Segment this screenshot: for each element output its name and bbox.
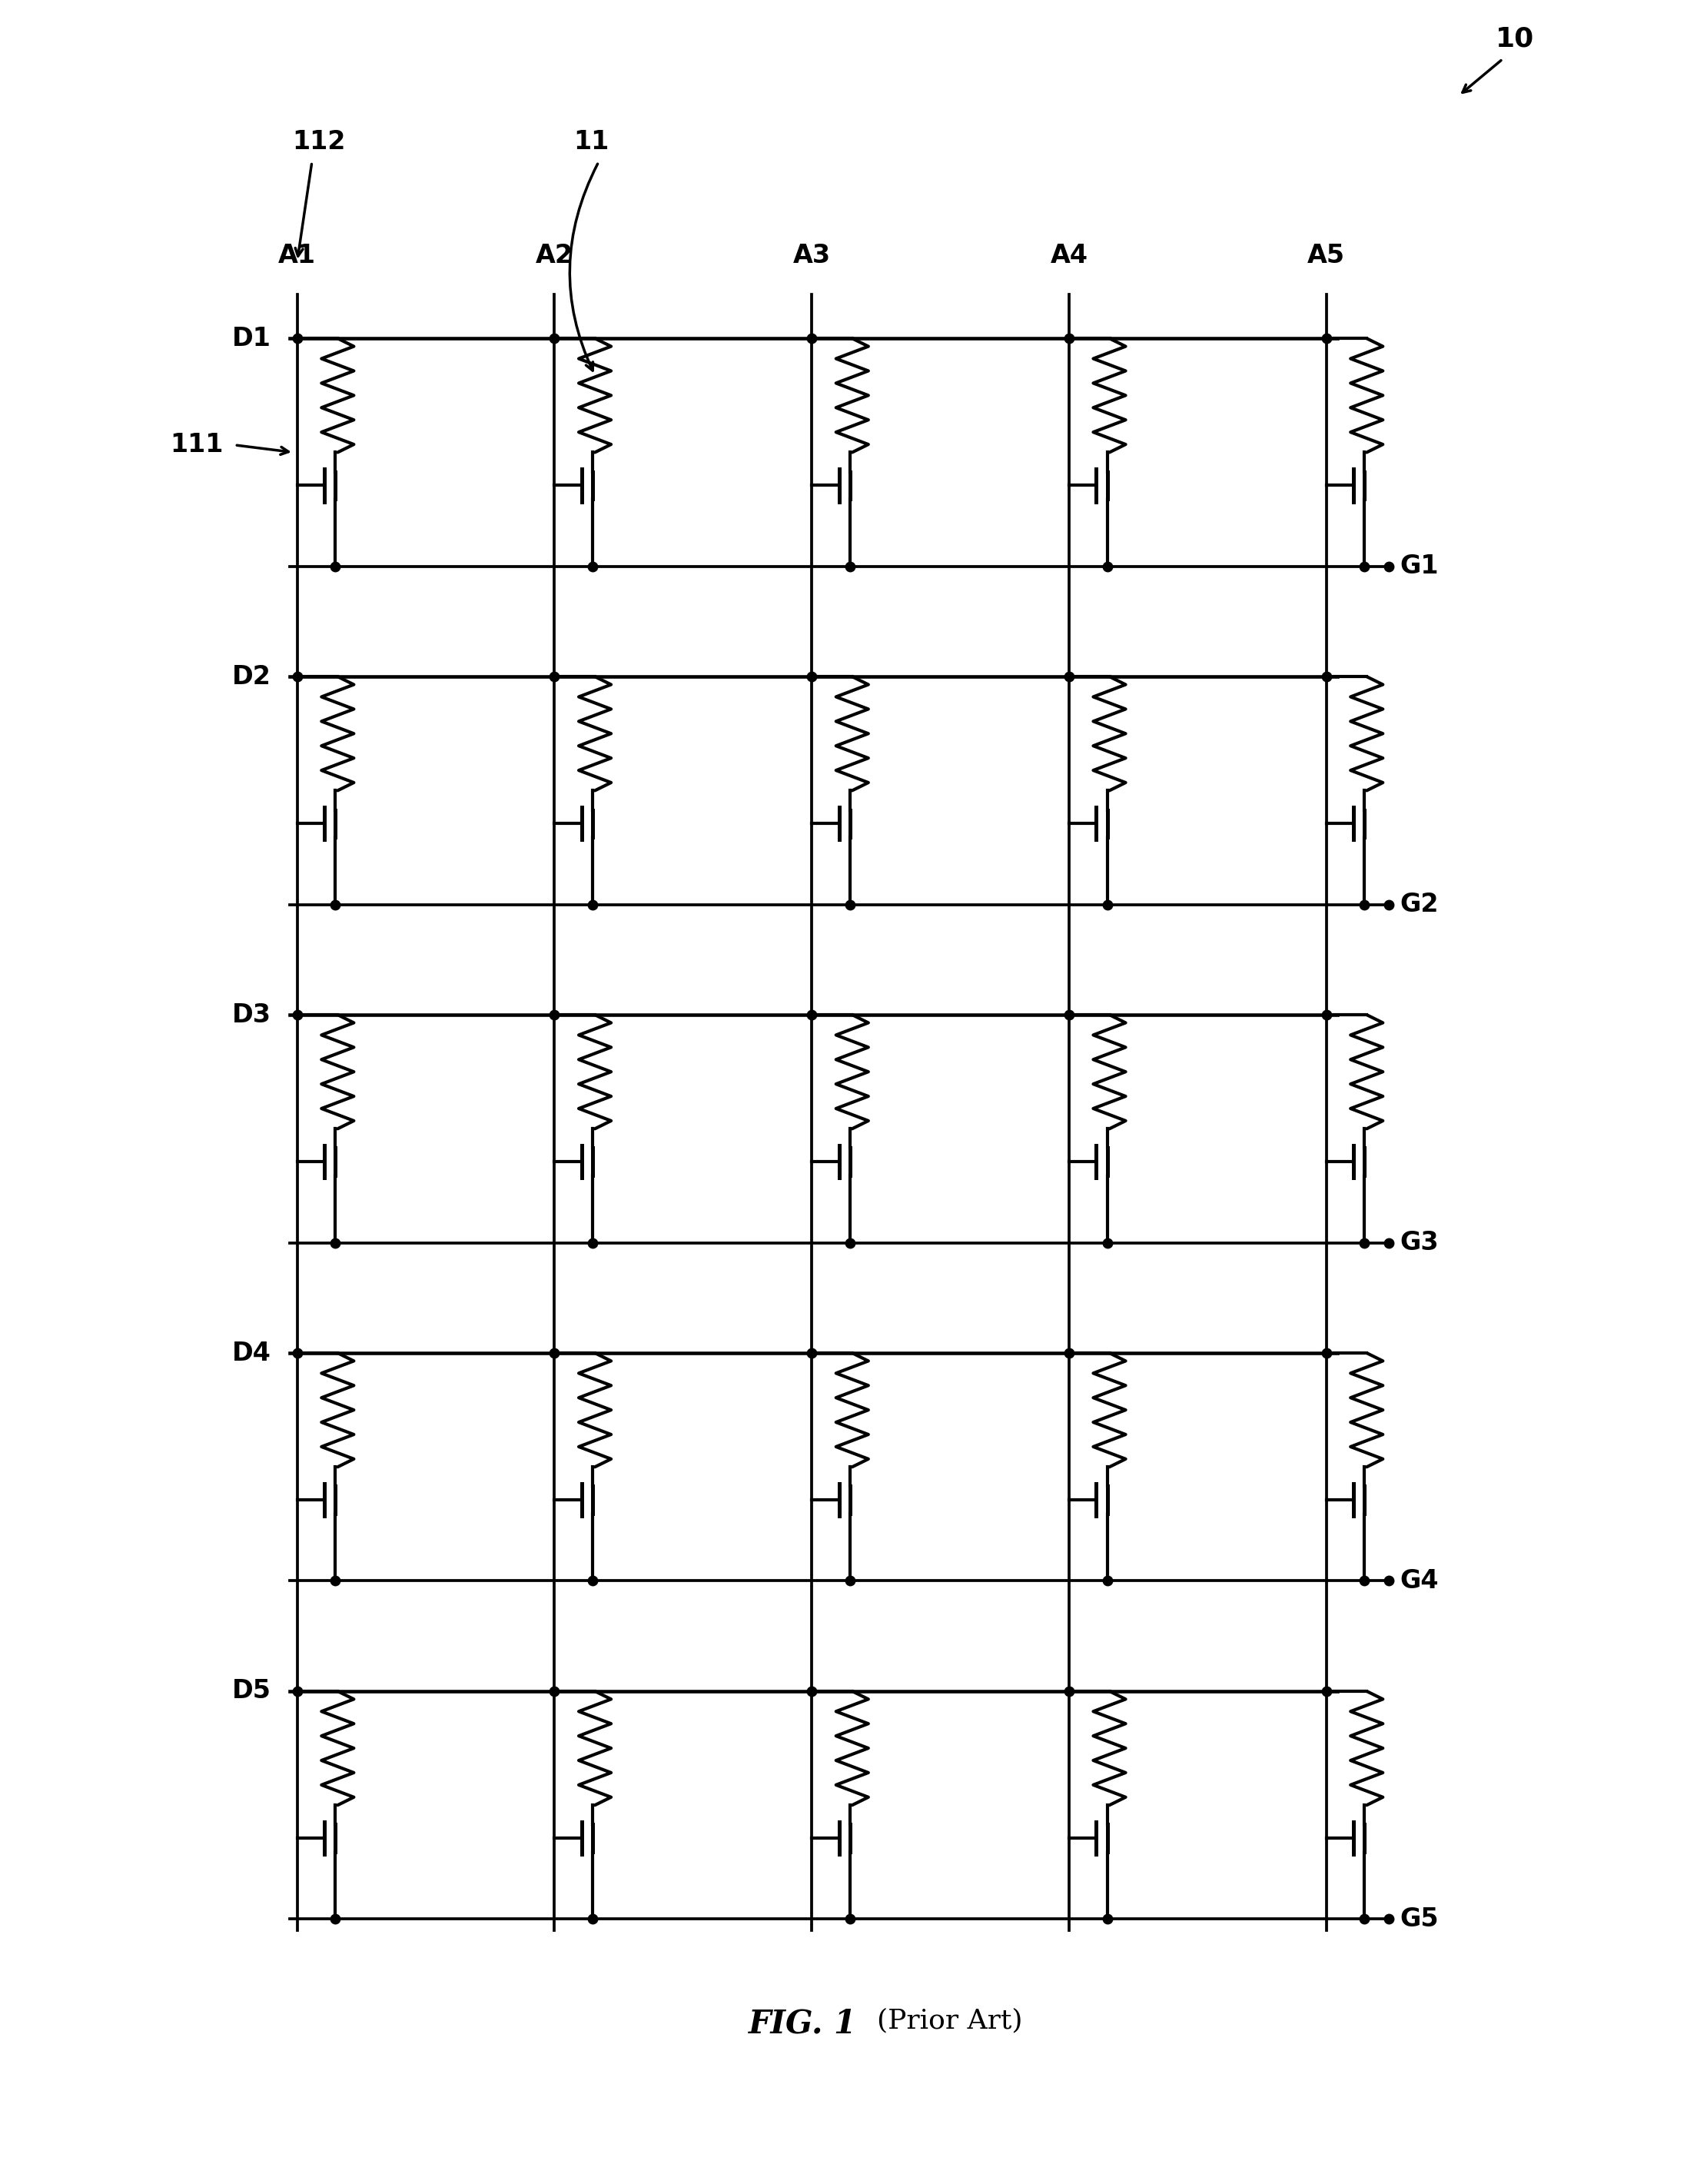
Text: 10: 10 — [1495, 26, 1534, 52]
Text: A3: A3 — [792, 242, 830, 269]
Text: FIG. 1: FIG. 1 — [748, 2007, 857, 2040]
Text: G5: G5 — [1400, 1907, 1439, 1933]
Text: D3: D3 — [232, 1002, 272, 1026]
Text: D4: D4 — [232, 1341, 272, 1365]
Text: D1: D1 — [232, 325, 272, 352]
Text: 112: 112 — [292, 129, 346, 155]
Text: 11: 11 — [574, 129, 609, 155]
Text: A2: A2 — [536, 242, 574, 269]
Text: (Prior Art): (Prior Art) — [877, 2007, 1022, 2033]
Text: D5: D5 — [232, 1679, 272, 1704]
Text: 111: 111 — [170, 432, 224, 459]
Text: G4: G4 — [1400, 1568, 1439, 1594]
Text: A1: A1 — [278, 242, 316, 269]
Text: G3: G3 — [1400, 1230, 1439, 1256]
Text: D2: D2 — [232, 664, 272, 690]
Text: A4: A4 — [1050, 242, 1088, 269]
Text: G2: G2 — [1400, 891, 1439, 917]
Text: A5: A5 — [1307, 242, 1346, 269]
Text: G1: G1 — [1400, 553, 1439, 579]
